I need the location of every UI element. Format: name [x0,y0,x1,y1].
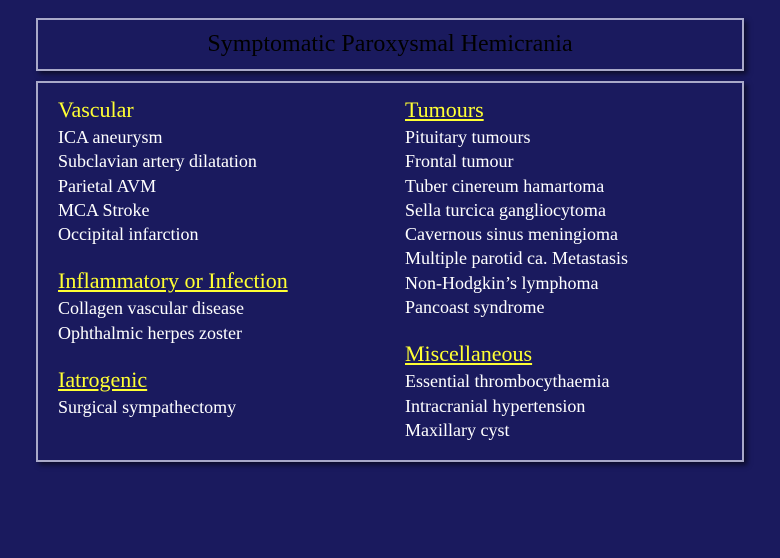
list-item: Cavernous sinus meningioma [405,222,722,246]
list-item: Pancoast syndrome [405,295,722,319]
list-item: Essential thrombocythaemia [405,369,722,393]
heading-misc: Miscellaneous [405,341,722,367]
list-item: Tuber cinereum hamartoma [405,174,722,198]
list-item: Surgical sympathectomy [58,395,375,419]
list-item: ICA aneurysm [58,125,375,149]
list-item: MCA Stroke [58,198,375,222]
list-item: Parietal AVM [58,174,375,198]
title-panel: Symptomatic Paroxysmal Hemicrania [36,18,744,71]
list-item: Maxillary cyst [405,418,722,442]
list-item: Occipital infarction [58,222,375,246]
list-item: Subclavian artery dilatation [58,149,375,173]
list-item: Non-Hodgkin’s lymphoma [405,271,722,295]
list-item: Collagen vascular disease [58,296,375,320]
list-item: Ophthalmic herpes zoster [58,321,375,345]
slide-title: Symptomatic Paroxysmal Hemicrania [38,31,742,58]
list-item: Intracranial hypertension [405,394,722,418]
heading-tumours: Tumours [405,97,722,123]
content-panel: Vascular ICA aneurysm Subclavian artery … [36,81,744,462]
heading-inflammatory: Inflammatory or Infection [58,268,375,294]
heading-iatrogenic: Iatrogenic [58,367,375,393]
list-item: Pituitary tumours [405,125,722,149]
heading-vascular: Vascular [58,97,375,123]
right-column: Tumours Pituitary tumours Frontal tumour… [405,97,722,442]
list-item: Sella turcica gangliocytoma [405,198,722,222]
list-item: Multiple parotid ca. Metastasis [405,246,722,270]
list-item: Frontal tumour [405,149,722,173]
left-column: Vascular ICA aneurysm Subclavian artery … [58,97,375,442]
